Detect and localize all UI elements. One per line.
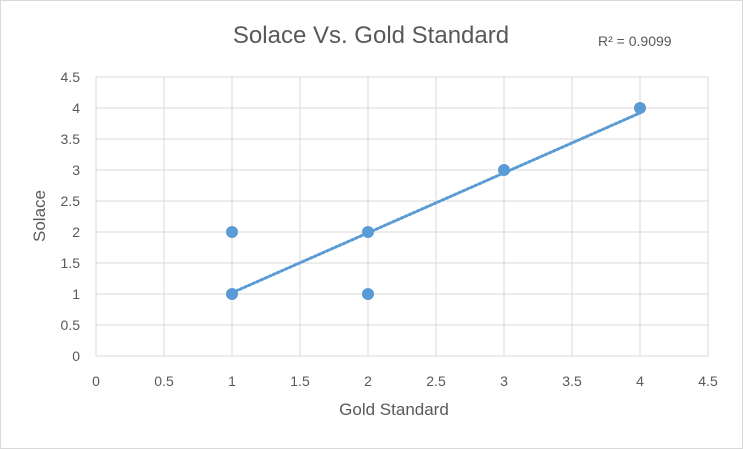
data-point (362, 288, 374, 300)
x-tick-label: 2 (364, 373, 372, 389)
x-tick-label: 4 (636, 373, 644, 389)
y-axis-title: Solace (30, 190, 49, 242)
trendline-group (230, 111, 642, 295)
x-tick-label: 1.5 (290, 373, 310, 389)
data-point (634, 102, 646, 114)
y-tick-label: 0 (72, 348, 80, 364)
y-tick-label: 3.5 (61, 131, 81, 147)
x-axis-title: Gold Standard (339, 400, 449, 419)
gridlines (95, 76, 709, 357)
data-points (226, 102, 646, 300)
y-tick-label: 4 (72, 100, 80, 116)
y-tick-labels: 0 0.5 1 1.5 2 2.5 3 3.5 4 4.5 (61, 69, 81, 364)
y-tick-label: 2 (72, 224, 80, 240)
trendline (230, 111, 642, 295)
y-tick-label: 1.5 (61, 255, 81, 271)
y-tick-label: 3 (72, 162, 80, 178)
y-tick-label: 2.5 (61, 193, 81, 209)
x-tick-label: 0 (92, 373, 100, 389)
y-tick-label: 1 (72, 286, 80, 302)
x-tick-label: 3.5 (562, 373, 582, 389)
x-tick-label: 0.5 (154, 373, 174, 389)
x-tick-label: 3 (500, 373, 508, 389)
x-tick-label: 1 (228, 373, 236, 389)
y-tick-label: 0.5 (61, 317, 81, 333)
x-tick-label: 4.5 (698, 373, 718, 389)
x-tick-labels: 0 0.5 1 1.5 2 2.5 3 3.5 4 4.5 (92, 373, 718, 389)
data-point (362, 226, 374, 238)
data-point (226, 288, 238, 300)
y-tick-label: 4.5 (61, 69, 81, 85)
r-squared-label: R² = 0.9099 (598, 33, 672, 49)
chart-title: Solace Vs. Gold Standard (233, 22, 509, 49)
data-point (226, 226, 238, 238)
data-point (498, 164, 510, 176)
x-tick-label: 2.5 (426, 373, 446, 389)
